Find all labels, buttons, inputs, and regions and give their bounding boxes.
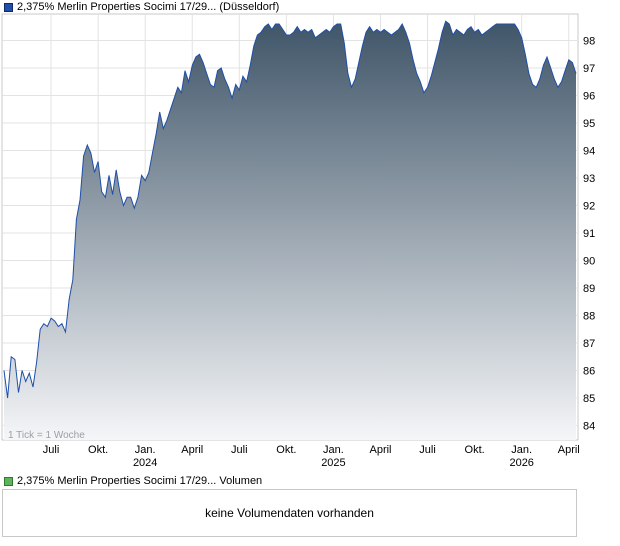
y-tick-label: 86 xyxy=(583,366,595,378)
x-tick-label: Juli xyxy=(231,444,248,456)
y-tick-label: 85 xyxy=(583,393,595,405)
y-tick-label: 89 xyxy=(583,283,595,295)
y-tick-label: 96 xyxy=(583,91,595,103)
x-tick-label: Jan. xyxy=(135,444,156,456)
y-tick-label: 87 xyxy=(583,338,595,350)
x-tick-label: Jan. xyxy=(323,444,344,456)
x-tick-year-label: 2024 xyxy=(133,457,157,469)
x-tick-year-label: 2026 xyxy=(509,457,533,469)
volume-legend-label: 2,375% Merlin Properties Socimi 17/29...… xyxy=(17,475,263,487)
price-legend-swatch xyxy=(4,2,13,12)
y-tick-label: 92 xyxy=(583,201,595,213)
price-legend-label: 2,375% Merlin Properties Socimi 17/29...… xyxy=(17,1,280,13)
y-tick-label: 84 xyxy=(583,421,595,433)
y-tick-label: 95 xyxy=(583,118,595,130)
y-tick-label: 98 xyxy=(583,36,595,48)
y-tick-label: 94 xyxy=(583,146,595,158)
price-chart: 84 85 86 87 88 89 90 91 92 93 94 95 96 97 98 Juli Okt. J… xyxy=(1,13,595,469)
y-axis-labels: 84 85 86 87 88 89 90 91 92 93 94 95 96 97 98 xyxy=(583,36,595,433)
y-tick-label: 88 xyxy=(583,311,595,323)
x-tick-label: April xyxy=(369,444,391,456)
x-tick-label: Jan. xyxy=(511,444,532,456)
volume-legend-swatch xyxy=(4,476,13,486)
x-tick-label: Juli xyxy=(43,444,60,456)
x-tick-label: Okt. xyxy=(88,444,108,456)
x-tick-label: Okt. xyxy=(465,444,485,456)
x-tick-label: Juli xyxy=(419,444,436,456)
y-tick-label: 91 xyxy=(583,228,595,240)
y-tick-label: 90 xyxy=(583,256,595,268)
price-line xyxy=(3,20,577,399)
x-tick-label: April xyxy=(181,444,203,456)
volume-legend: 2,375% Merlin Properties Socimi 17/29...… xyxy=(4,474,262,488)
volume-empty-message: keine Volumendaten vorhanden xyxy=(205,506,374,520)
x-tick-label: Okt. xyxy=(276,444,296,456)
tick-note: 1 Tick = 1 Woche xyxy=(8,430,85,441)
price-area-fill xyxy=(4,21,576,440)
price-legend: 2,375% Merlin Properties Socimi 17/29...… xyxy=(4,0,279,14)
y-tick-label: 93 xyxy=(583,173,595,185)
x-tick-label: April xyxy=(558,444,580,456)
y-tick-label: 97 xyxy=(583,63,595,75)
x-tick-year-label: 2025 xyxy=(321,457,345,469)
volume-panel: keine Volumendaten vorhanden xyxy=(2,489,577,537)
